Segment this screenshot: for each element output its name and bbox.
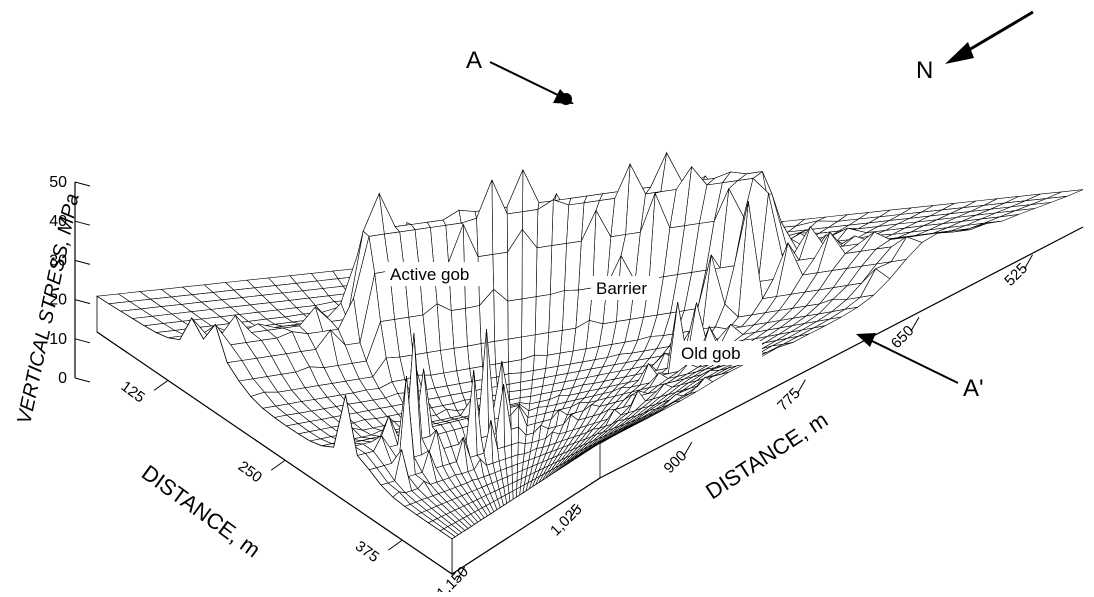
section-a-marker [560, 93, 572, 105]
surface-cell [549, 243, 567, 295]
surface-cell [546, 330, 563, 356]
y-tick [796, 379, 806, 394]
z-tick [74, 220, 91, 226]
x-tick [153, 379, 169, 391]
surface-cell [504, 444, 513, 460]
y-tick [456, 566, 466, 582]
surface-cell [508, 359, 522, 375]
annotation-barrier: Barrier [591, 276, 659, 300]
barrier-label: Barrier [596, 279, 647, 298]
surface-cell [506, 169, 524, 215]
active-gob-box [385, 262, 489, 286]
surface-cell [566, 202, 585, 244]
left-skirt [96, 295, 453, 575]
x-tick [270, 459, 286, 471]
z-tick-label: 10 [49, 331, 67, 348]
y-tick [1024, 254, 1033, 270]
x-tick-label: 375 [352, 538, 382, 566]
old-gob-box [676, 341, 762, 365]
y-tick [569, 504, 579, 519]
z-tick-label: 50 [49, 174, 67, 191]
x-tick-label: 125 [118, 378, 148, 406]
surface-cell [465, 305, 482, 347]
stress-surface [96, 151, 1084, 540]
section-a-prime-line [871, 340, 959, 384]
surface-cell [510, 426, 519, 446]
surface-cell [551, 199, 570, 246]
surface-cell [521, 296, 537, 338]
surface-cell [561, 289, 579, 331]
surface-cell [533, 332, 550, 356]
surface-cell [442, 209, 462, 226]
surface-cell [491, 179, 508, 255]
surface-cell [507, 336, 522, 363]
surface-cell [535, 245, 553, 298]
y-tick [683, 441, 693, 457]
section-a-line [489, 61, 563, 98]
x-tick [388, 539, 403, 551]
z-tick [74, 259, 91, 265]
north-arrow: N [916, 10, 1034, 84]
surface-cell [559, 327, 577, 354]
y-axis-label: DISTANCE, m [701, 407, 832, 504]
old-gob-label: Old gob [681, 344, 741, 363]
section-a-prime-label: A' [963, 375, 984, 402]
surface-frame [96, 226, 1084, 575]
section-a-prime-arrowhead [856, 333, 876, 347]
active-gob-label: Active gob [390, 265, 469, 284]
section-a-label: A [466, 47, 482, 74]
z-tick [74, 299, 91, 305]
z-tick-label: 0 [58, 370, 67, 387]
z-tick-label: 40 [49, 213, 67, 230]
x-tick-label: 250 [235, 458, 265, 486]
surface-cell [517, 442, 526, 456]
surface-cell [534, 294, 551, 336]
surface-cell [467, 343, 483, 369]
z-tick [74, 181, 91, 187]
z-tick [74, 338, 91, 344]
surface-cell [548, 290, 565, 333]
y-tick [910, 316, 920, 332]
north-arrow-head [945, 42, 974, 64]
section-line-a-prime: A' [856, 333, 984, 402]
surface-cell [507, 298, 523, 340]
annotation-old-gob: Old gob [676, 341, 762, 365]
base-outline [96, 226, 1084, 575]
z-tick-label: 30 [49, 252, 67, 269]
surface-cell [564, 240, 582, 291]
barrier-box [591, 276, 659, 300]
z-tick-group: 0 10 20 30 40 50 [49, 174, 91, 387]
north-arrow-shaft [961, 10, 1034, 56]
z-tick [74, 377, 91, 383]
surface-cell [476, 179, 494, 258]
surface-cell [494, 338, 509, 365]
surface-cell [522, 169, 540, 213]
annotation-active-gob: Active gob [385, 262, 489, 286]
section-line-a: A [466, 47, 574, 105]
north-label: N [916, 57, 933, 84]
z-tick-label: 20 [49, 292, 67, 309]
front-skirt [451, 442, 601, 575]
surface-cell [469, 365, 485, 382]
